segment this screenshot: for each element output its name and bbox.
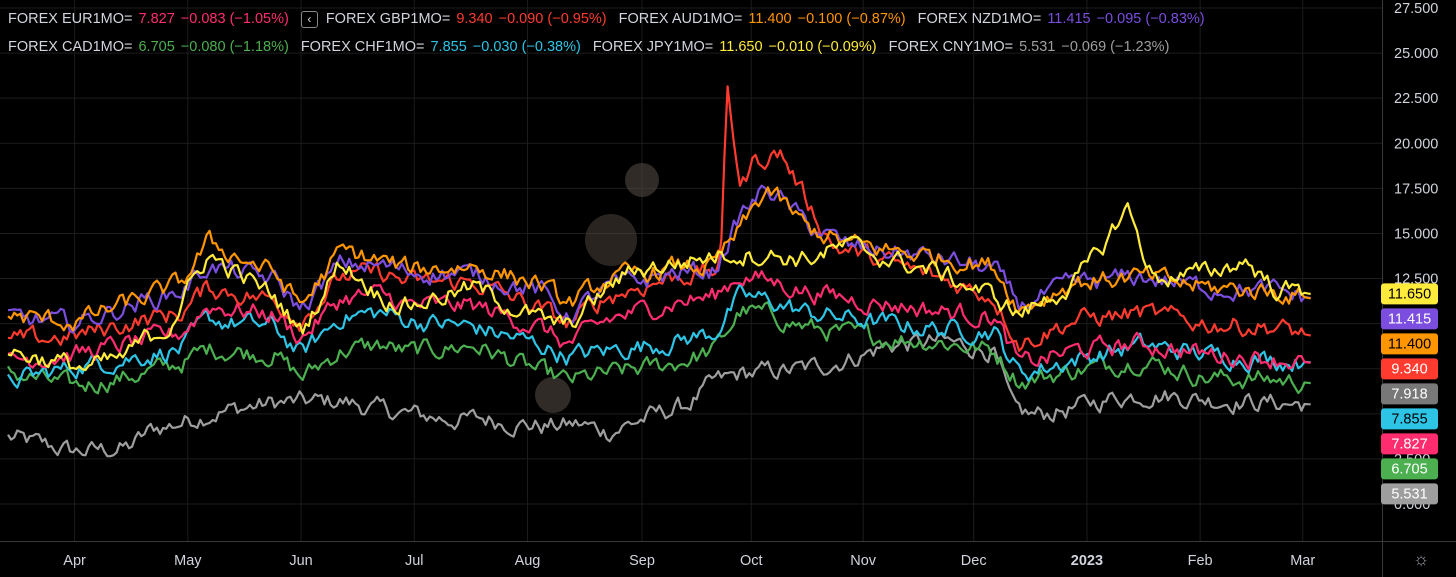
x-tick-label: Jun <box>289 553 312 569</box>
legend-entry-cad[interactable]: FOREX CAD1MO= 6.705 −0.080 (−1.18%) <box>8 33 289 61</box>
price-label-box <box>1381 358 1438 380</box>
legend-symbol: FOREX CHF1MO= <box>300 39 425 55</box>
price-label-text: 7.827 <box>1391 436 1427 452</box>
legend-value: 7.827 <box>138 11 175 27</box>
legend-change: −0.030 (−0.38%) <box>472 39 581 55</box>
legend-entry-jpy[interactable]: FOREX JPY1MO= 11.650 −0.010 (−0.09%) <box>593 33 877 61</box>
legend-row-1: FOREX EUR1MO= 7.827 −0.083 (−1.05%) ‹ FO… <box>8 8 1217 30</box>
y-tick-label: 17.500 <box>1394 181 1438 197</box>
x-tick-label: Dec <box>961 553 987 569</box>
x-axis-ticks: Apr May Jun Jul Aug Sep Oct Nov Dec 2023 Feb Mar <box>63 553 1315 569</box>
price-label-text: 9.340 <box>1391 361 1427 377</box>
watermark-dot <box>585 214 637 266</box>
legend-entry-gbp[interactable]: FOREX GBP1MO= 9.340 −0.090 (−0.95%) <box>326 5 607 33</box>
x-tick-label: Oct <box>740 553 763 569</box>
legend-change: −0.095 (−0.83%) <box>1096 11 1205 27</box>
price-label-box <box>1381 333 1438 355</box>
chevron-left-icon[interactable]: ‹ <box>300 10 318 28</box>
legend-symbol: FOREX EUR1MO= <box>8 11 133 27</box>
price-label-box <box>1381 283 1438 305</box>
series-line <box>7 301 1311 395</box>
legend-symbol: FOREX JPY1MO= <box>592 39 714 55</box>
legend-value: 11.650 <box>719 39 763 55</box>
x-tick-label: May <box>174 553 202 569</box>
legend-symbol: FOREX CAD1MO= <box>8 39 133 55</box>
series-line <box>7 270 1311 371</box>
series-line <box>7 282 1311 389</box>
legend-entry-aud[interactable]: FOREX AUD1MO= 11.400 −0.100 (−0.87%) <box>619 5 906 33</box>
legend-symbol: FOREX GBP1MO= <box>325 11 451 27</box>
legend-change: −0.010 (−0.09%) <box>768 39 877 55</box>
y-tick-label: 22.500 <box>1394 91 1438 107</box>
legend-row-2: FOREX CAD1MO= 6.705 −0.080 (−1.18%) FORE… <box>8 36 1217 58</box>
y-tick-label: 25.000 <box>1394 46 1438 62</box>
price-label-box <box>1381 433 1438 455</box>
price-label-text: 7.855 <box>1391 411 1427 427</box>
series-line <box>7 186 1311 332</box>
watermark-dot <box>535 377 571 413</box>
price-labels: 11.650 11.415 11.400 9.340 7.918 7.855 7.827 6.… <box>1381 283 1438 505</box>
price-label-box <box>1381 458 1438 480</box>
legend-symbol: FOREX NZD1MO= <box>917 11 1042 27</box>
watermark-logo <box>535 163 659 413</box>
legend-change: −0.080 (−1.18%) <box>180 39 289 55</box>
x-tick-label: 2023 <box>1071 553 1103 569</box>
price-label-text: 11.400 <box>1388 336 1431 352</box>
series-line <box>7 85 1311 352</box>
watermark-dot <box>625 163 659 197</box>
price-label-text: 11.415 <box>1388 311 1431 327</box>
x-tick-label: Nov <box>850 553 877 569</box>
legend-entry-eur[interactable]: FOREX EUR1MO= 7.827 −0.083 (−1.05%) <box>8 5 289 33</box>
legend-change: −0.083 (−1.05%) <box>180 11 289 27</box>
legend-value: 9.340 <box>456 11 493 27</box>
legend-change: −0.090 (−0.95%) <box>498 11 607 27</box>
legend-symbol: FOREX CNY1MO= <box>888 39 1014 55</box>
y-tick-label: 27.500 <box>1394 1 1438 17</box>
series-line <box>7 332 1311 458</box>
price-label-box <box>1381 408 1438 430</box>
price-label-text: 11.650 <box>1388 286 1431 302</box>
legend-entry-cny[interactable]: FOREX CNY1MO= 5.531 −0.069 (−1.23%) <box>889 33 1170 61</box>
gear-icon[interactable]: ☼ <box>1412 549 1430 569</box>
x-tick-label: Aug <box>515 553 541 569</box>
legend: FOREX EUR1MO= 7.827 −0.083 (−1.05%) ‹ FO… <box>8 8 1217 64</box>
x-tick-label: Apr <box>63 553 86 569</box>
legend-value: 7.855 <box>430 39 467 55</box>
price-label-box <box>1381 483 1438 505</box>
x-tick-label: Feb <box>1188 553 1213 569</box>
legend-entry-nzd[interactable]: FOREX NZD1MO= 11.415 −0.095 (−0.83%) <box>918 5 1205 33</box>
price-label-box <box>1381 308 1438 330</box>
legend-value: 11.415 <box>1047 11 1091 27</box>
x-tick-label: Jul <box>405 553 424 569</box>
y-tick-label: 20.000 <box>1394 136 1438 152</box>
price-label-text: 5.531 <box>1391 486 1427 502</box>
x-tick-label: Sep <box>629 553 655 569</box>
price-label-text: 7.918 <box>1391 386 1427 402</box>
series-lines <box>7 85 1311 458</box>
series-line <box>7 202 1311 372</box>
legend-value: 11.400 <box>748 11 792 27</box>
x-tick-label: Mar <box>1290 553 1315 569</box>
price-label-box <box>1381 383 1438 405</box>
y-tick-label: 15.000 <box>1394 226 1438 242</box>
legend-change: −0.069 (−1.23%) <box>1061 39 1170 55</box>
price-label-text: 6.705 <box>1391 461 1427 477</box>
legend-change: −0.100 (−0.87%) <box>797 11 906 27</box>
grid-lines <box>0 0 1382 541</box>
legend-symbol: FOREX AUD1MO= <box>618 11 743 27</box>
legend-value: 6.705 <box>138 39 175 55</box>
legend-entry-chf[interactable]: FOREX CHF1MO= 7.855 −0.030 (−0.38%) <box>301 33 581 61</box>
legend-value: 5.531 <box>1019 39 1056 55</box>
